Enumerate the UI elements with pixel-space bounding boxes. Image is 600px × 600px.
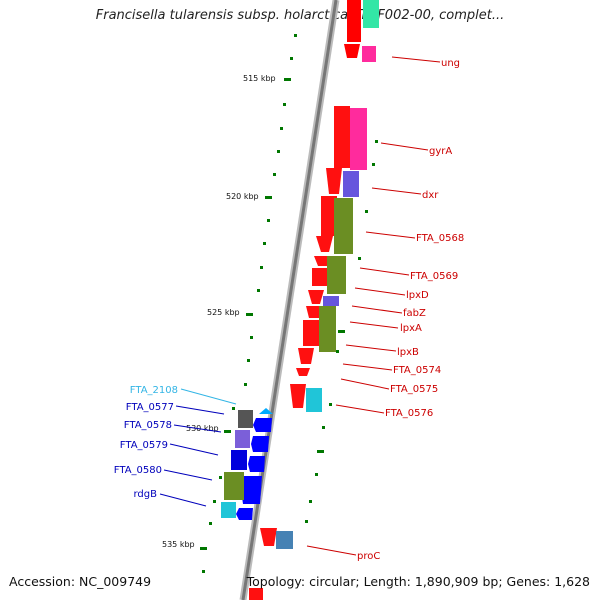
gene-arrow[interactable]	[290, 384, 306, 408]
category-bars	[276, 0, 379, 549]
gene-block[interactable]	[303, 320, 319, 346]
gene-arrow[interactable]	[316, 236, 333, 252]
gene-arrow[interactable]	[298, 348, 314, 364]
gene-label-dxr[interactable]: dxr	[422, 190, 439, 201]
kbp-label-535: 535 kbp	[162, 540, 195, 549]
gene-arrow[interactable]	[248, 456, 265, 472]
gene-label-rdgb[interactable]: rdgB	[134, 489, 158, 500]
kbp-label-525: 525 kbp	[207, 308, 240, 317]
gene-arrow[interactable]	[241, 476, 262, 504]
gene-arrow[interactable]	[253, 418, 272, 432]
forward-genes[interactable]	[249, 0, 361, 600]
gene-arrow[interactable]	[308, 290, 324, 304]
gene-arrow[interactable]	[260, 528, 277, 546]
gene-label-lpxb[interactable]: lpxB	[397, 347, 419, 358]
kbp-label-520: 520 kbp	[226, 192, 259, 201]
gene-label-fta-0580[interactable]: FTA_0580	[114, 465, 162, 476]
gene-label-fabz[interactable]: fabZ	[403, 308, 426, 319]
gene-label-fta-0575[interactable]: FTA_0575	[390, 384, 438, 395]
gene-label-lpxd[interactable]: lpxD	[406, 290, 429, 301]
gene-block[interactable]	[334, 106, 350, 168]
scale-ticks	[200, 34, 378, 573]
kbp-label-515: 515 kbp	[243, 74, 276, 83]
gene-label-ung[interactable]: ung	[441, 58, 460, 69]
gene-label-fta-0576[interactable]: FTA_0576	[385, 408, 433, 419]
map-title: Francisella tularensis subsp. holarctica…	[95, 8, 505, 23]
gene-label-fta-0574[interactable]: FTA_0574	[393, 365, 441, 376]
gene-block[interactable]	[347, 0, 361, 42]
gene-arrow[interactable]	[326, 168, 342, 194]
gene-label-fta-2108[interactable]: FTA_2108	[130, 385, 178, 396]
gene-arrow[interactable]	[314, 256, 330, 266]
left-leaders	[159, 388, 237, 507]
gene-label-fta-0578[interactable]: FTA_0578	[124, 420, 172, 431]
accession-text: Accession: NC_009749	[9, 574, 152, 589]
gene-label-fta-0577[interactable]: FTA_0577	[126, 402, 174, 413]
gene-block[interactable]	[249, 588, 263, 600]
kbp-label-530: 530 kbp	[186, 424, 219, 433]
reverse-genes[interactable]	[221, 408, 273, 520]
gene-label-lpxa[interactable]: lpxA	[400, 323, 422, 334]
gene-arrow[interactable]	[344, 44, 360, 58]
gene-label-fta-0579[interactable]: FTA_0579	[120, 440, 168, 451]
gene-arrow[interactable]	[251, 436, 269, 452]
gene-arrow[interactable]	[306, 306, 322, 318]
gene-arrow[interactable]	[259, 408, 273, 414]
gene-label-fta-0568[interactable]: FTA_0568	[416, 233, 464, 244]
gene-arrow[interactable]	[236, 508, 253, 520]
topology-text: Topology: circular; Length: 1,890,909 bp…	[246, 574, 590, 589]
gene-label-proc[interactable]: proC	[357, 551, 380, 562]
gene-label-gyra[interactable]: gyrA	[429, 146, 452, 157]
right-leaders	[306, 56, 441, 556]
gene-block[interactable]	[312, 268, 328, 286]
gene-arrow[interactable]	[296, 368, 310, 376]
genome-backbone-core	[241, 0, 338, 600]
gene-label-fta-0569[interactable]: FTA_0569	[410, 271, 458, 282]
gene-block[interactable]	[321, 196, 337, 236]
